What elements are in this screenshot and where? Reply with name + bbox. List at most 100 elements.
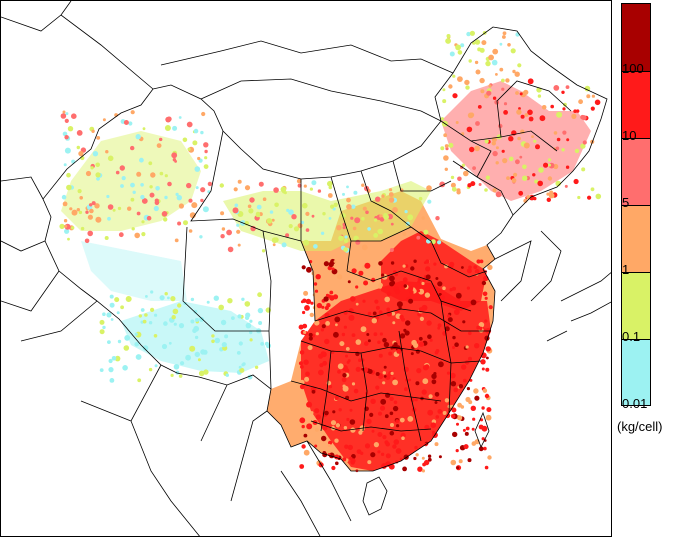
emission-cell-dot (192, 328, 197, 334)
emission-cell-dot (109, 294, 114, 299)
emission-cell-dot (485, 60, 491, 67)
emission-cell-dot (237, 314, 242, 319)
emission-cell-dot (127, 206, 132, 211)
emission-cell-dot (80, 226, 85, 231)
emission-cell-dot (378, 285, 383, 289)
emission-cell-dot (442, 411, 447, 415)
colorbar-bin (622, 4, 650, 71)
emission-cell-dot (355, 239, 361, 245)
emission-cell-dot (399, 417, 405, 423)
emission-cell-dot (384, 296, 391, 303)
emission-cell-dot (474, 343, 480, 349)
emission-cell-dot (430, 422, 437, 429)
emission-cell-dot (390, 261, 395, 265)
emission-cell-dot (188, 229, 193, 233)
emission-cell-dot (335, 461, 339, 466)
emission-cell-dot (102, 118, 106, 122)
emission-cell-dot (375, 372, 380, 376)
emission-cell-dot (322, 212, 326, 216)
emission-cell-dot (305, 228, 310, 232)
emission-cell-dot (403, 284, 407, 288)
emission-cell-dot (332, 410, 336, 414)
emission-cell-dot (261, 249, 266, 253)
emission-cell-dot (491, 59, 498, 66)
emission-cell-dot (528, 116, 534, 122)
emission-cell-dot (431, 379, 437, 385)
emission-cell-dot (470, 299, 477, 306)
emission-cell-dot (548, 163, 551, 167)
emission-cell-dot (302, 298, 307, 303)
emission-cell-dot (232, 207, 239, 214)
emission-cell-dot (383, 375, 387, 378)
emission-cell-dot (124, 335, 131, 341)
emission-cell-dot (421, 281, 425, 286)
emission-cell-dot (553, 85, 560, 91)
emission-cell-dot (448, 142, 454, 148)
emission-cell-dot (78, 210, 83, 215)
emission-cell-dot (389, 411, 394, 416)
emission-cell-dot (452, 346, 455, 349)
emission-cell-dot (472, 166, 476, 171)
emission-cell-dot (237, 179, 242, 184)
emission-cell-dot (515, 159, 520, 165)
emission-cell-dot (485, 346, 491, 352)
emission-cell-dot (395, 419, 400, 424)
emission-cell-dot (408, 298, 414, 304)
emission-cell-dot (563, 102, 567, 107)
emission-cell-dot (358, 358, 362, 363)
emission-cell-dot (207, 181, 213, 187)
emission-cell-dot (95, 162, 100, 168)
emission-cell-dot (245, 322, 252, 329)
emission-cell-dot (372, 311, 377, 316)
emission-cell-dot (211, 334, 215, 338)
emission-cell-dot (371, 277, 376, 283)
emission-cell-dot (154, 313, 158, 317)
emission-cell-dot (128, 121, 133, 126)
emission-cell-dot (85, 210, 89, 214)
emission-cell-dot (450, 175, 455, 180)
high-zone-north (381, 231, 487, 311)
emission-cell-dot (385, 453, 391, 459)
emission-cell-dot (392, 444, 397, 449)
colorbar-bin (622, 339, 650, 405)
emission-cell-dot (484, 296, 488, 300)
emission-cell-dot (437, 326, 441, 330)
colorbar-unit-label: (kg/cell) (617, 419, 663, 434)
emission-cell-dot (71, 113, 77, 119)
emission-cell-dot (480, 359, 486, 365)
emission-cell-dot (492, 48, 499, 55)
emission-cell-dot (435, 216, 440, 221)
emission-cell-dot (485, 414, 492, 421)
emission-cell-dot (293, 226, 300, 232)
emission-cell-dot (582, 140, 587, 145)
emission-cell-dot (488, 54, 494, 61)
emission-cell-dot (394, 289, 401, 295)
emission-cell-dot (61, 194, 67, 200)
emission-cell-dot (474, 395, 480, 401)
emission-cell-dot (159, 295, 165, 301)
emission-cell-dot (355, 366, 361, 372)
emission-cell-dot (487, 455, 492, 460)
emission-cell-dot (182, 137, 188, 143)
emission-cell-dot (106, 312, 112, 318)
emission-cell-dot (59, 223, 65, 229)
emission-cell-dot (325, 293, 330, 297)
emission-cell-dot (60, 113, 67, 119)
emission-cell-dot (435, 415, 440, 419)
emission-cell-dot (581, 115, 587, 121)
emission-cell-dot (333, 331, 339, 338)
emission-cell-dot (71, 209, 78, 216)
emission-cell-dot (135, 134, 141, 140)
emission-cell-dot (221, 227, 226, 231)
emission-cell-dot (355, 285, 359, 289)
emission-cell-dot (463, 444, 469, 450)
emission-cell-dot (186, 182, 192, 189)
emission-cell-dot (407, 214, 414, 221)
emission-cell-dot (392, 405, 399, 412)
emission-cell-dot (334, 316, 341, 323)
emission-cell-dot (516, 109, 522, 115)
emission-cell-dot (164, 125, 171, 131)
emission-cell-dot (350, 427, 356, 433)
emission-cell-dot (328, 185, 333, 190)
emission-cell-dot (484, 465, 489, 470)
